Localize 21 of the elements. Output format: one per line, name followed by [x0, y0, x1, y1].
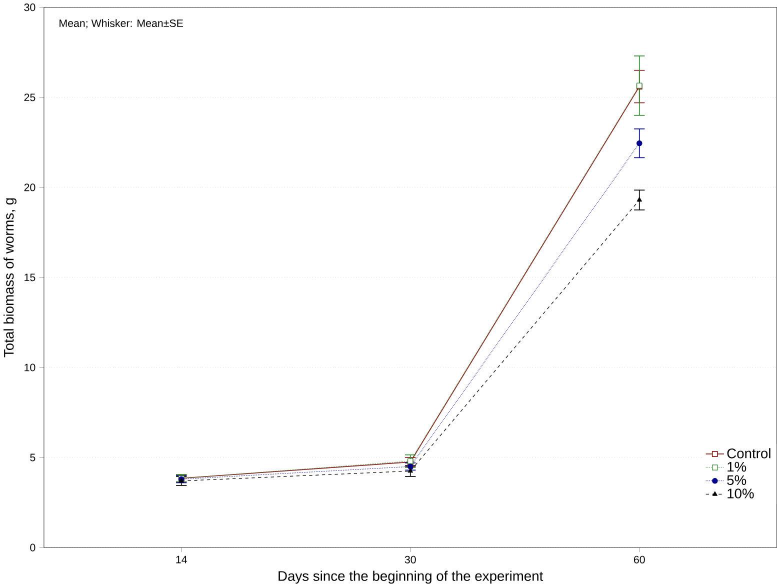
- y-tick-label: 10: [24, 364, 36, 372]
- point: [407, 464, 414, 470]
- legend-label: 10%: [728, 488, 754, 498]
- y-tick-label: 0: [30, 544, 36, 552]
- point: [636, 140, 642, 146]
- y-tick-label: 5: [30, 454, 36, 462]
- x-tick-label: 30: [404, 556, 416, 564]
- x-tick-label: 60: [634, 556, 645, 564]
- point: [408, 468, 413, 473]
- x-tick-label: 14: [176, 556, 187, 564]
- y-tick-label: 20: [24, 184, 36, 192]
- y-tick-label: 25: [24, 93, 36, 102]
- annotation: Mean; Whisker: Mean±SE: [60, 19, 183, 28]
- y-tick-label: 15: [24, 274, 36, 282]
- point: [636, 197, 642, 202]
- legend-label: 1%: [728, 462, 746, 472]
- y-axis-title: Total biomass of worms, g: [4, 198, 16, 358]
- x-axis-title: Days since the beginning of the experiment: [278, 570, 544, 584]
- y-tick-label: 30: [24, 3, 36, 11]
- legend-label: Control: [727, 448, 770, 458]
- legend-label: 5%: [727, 475, 746, 485]
